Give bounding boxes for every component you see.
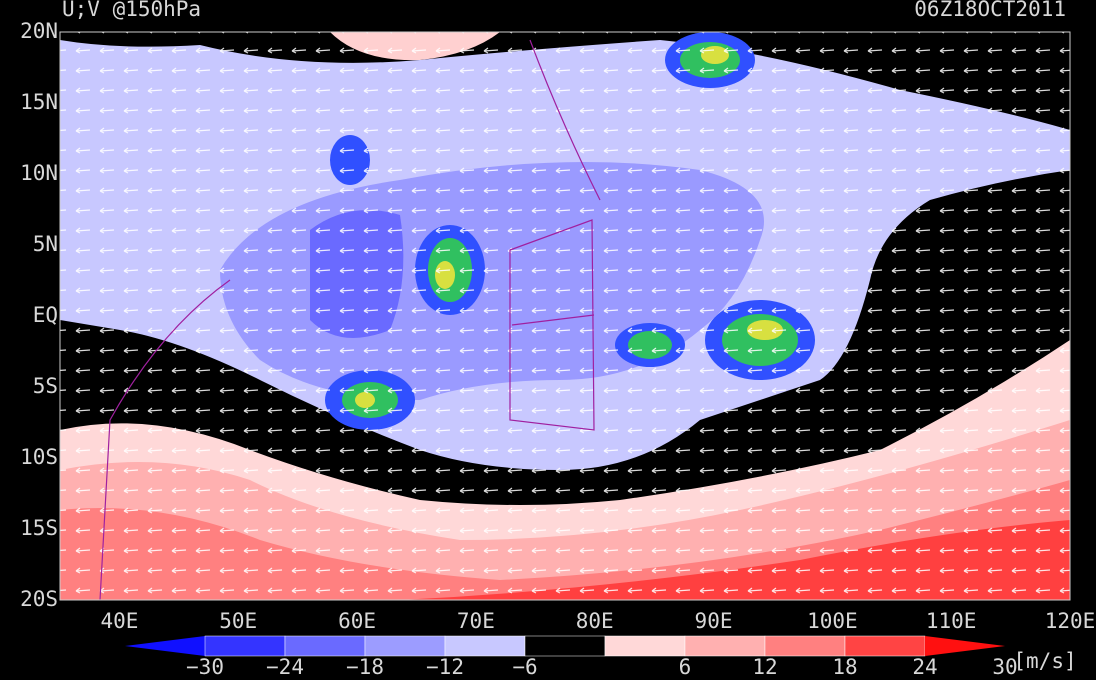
colorbar-label: −24	[266, 655, 304, 679]
lon-label: 90E	[695, 609, 733, 633]
colorbar-label: −12	[426, 655, 464, 679]
lat-label: 10N	[20, 161, 58, 185]
colorbar-box	[764, 635, 846, 657]
colorbar-box	[844, 635, 926, 657]
lat-label: 15S	[20, 516, 58, 540]
colorbar-label: 12	[752, 655, 777, 679]
map-frame	[59, 31, 1071, 601]
lon-label: 120E	[1045, 609, 1096, 633]
lon-label: 110E	[926, 609, 977, 633]
colorbar-arrow	[125, 636, 205, 656]
colorbar-label: 18	[832, 655, 857, 679]
colorbar-label: 24	[912, 655, 937, 679]
colorbar-arrow	[925, 636, 1005, 656]
lat-label: EQ	[33, 303, 58, 327]
lat-label: 10S	[20, 445, 58, 469]
lon-label: 50E	[219, 609, 257, 633]
colorbar: −30 −24 −18 −12 −6 6 12 18 24 30	[125, 635, 1018, 679]
map-title: U;V @150hPa	[62, 0, 201, 21]
colorbar-box	[284, 635, 366, 657]
colorbar-box	[364, 635, 446, 657]
lon-label: 100E	[807, 609, 858, 633]
lon-label: 70E	[457, 609, 495, 633]
colorbar-box	[524, 635, 606, 657]
colorbar-label: −6	[512, 655, 537, 679]
colorbar-label: −30	[186, 655, 224, 679]
colorbar-unit: [m/s]	[1013, 649, 1076, 673]
lat-label: 20S	[20, 587, 58, 611]
lat-axis: 20N 15N 10N 5N EQ 5S 10S 15S 20S	[20, 19, 58, 611]
colorbar-box	[604, 635, 686, 657]
map-field	[60, 32, 1070, 600]
colorbar-label: −18	[346, 655, 384, 679]
lon-label: 60E	[338, 609, 376, 633]
colorbar-label: 6	[679, 655, 692, 679]
lat-label: 5S	[33, 374, 58, 398]
colorbar-box	[444, 635, 526, 657]
lat-label: 5N	[33, 232, 58, 256]
lon-label: 80E	[576, 609, 614, 633]
lon-label: 40E	[100, 609, 138, 633]
timestamp: 06Z18OCT2011	[914, 0, 1066, 21]
colorbar-box	[684, 635, 766, 657]
lon-axis: 40E 50E 60E 70E 80E 90E 100E 110E 120E	[100, 609, 1095, 633]
lat-label: 20N	[20, 19, 58, 43]
colorbar-label: 30	[992, 655, 1017, 679]
lat-label: 15N	[20, 90, 58, 114]
colorbar-box	[204, 635, 286, 657]
